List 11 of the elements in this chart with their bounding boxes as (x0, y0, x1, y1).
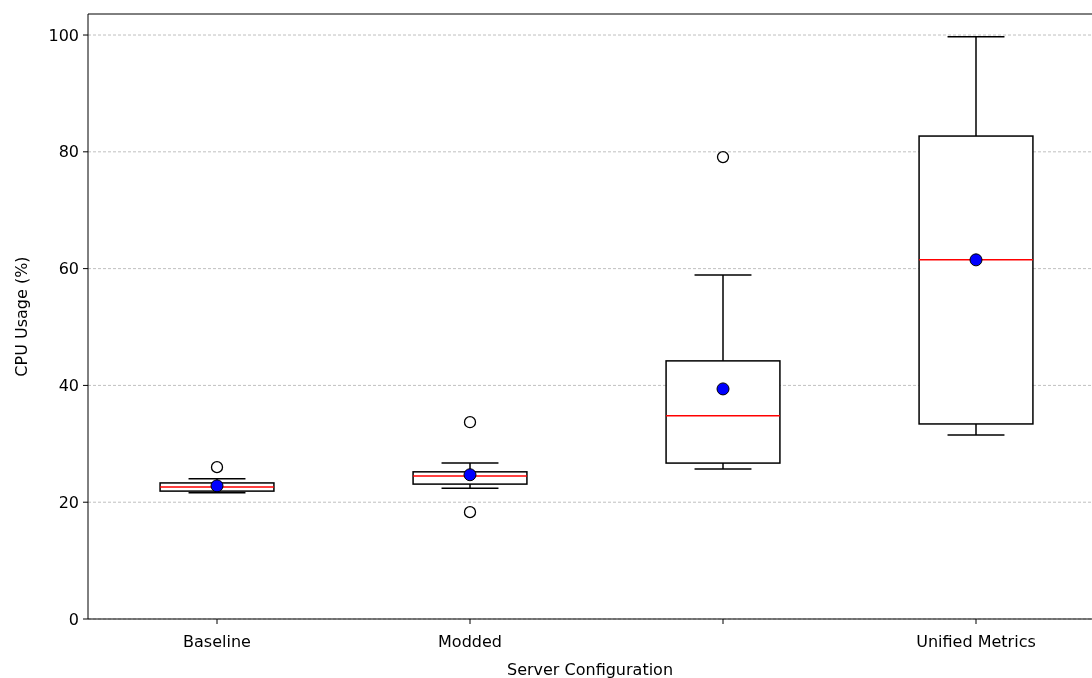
x-tick-label: Unified Metrics (916, 632, 1036, 651)
y-tick-label: 80 (58, 142, 79, 162)
x-axis-title: Server Configuration (506, 660, 674, 678)
y-tick-label: 20 (58, 492, 79, 512)
y-tick-label: 40 (58, 376, 79, 396)
y-tick-label: 100 (48, 25, 79, 45)
y-axis-title: CPU Usage (%) (12, 256, 31, 377)
y-tick-label: 60 (58, 259, 79, 279)
x-tick-label: Baseline (183, 632, 251, 651)
y-tick-label: 0 (68, 609, 79, 629)
x-tick-label: Modded (438, 632, 502, 651)
